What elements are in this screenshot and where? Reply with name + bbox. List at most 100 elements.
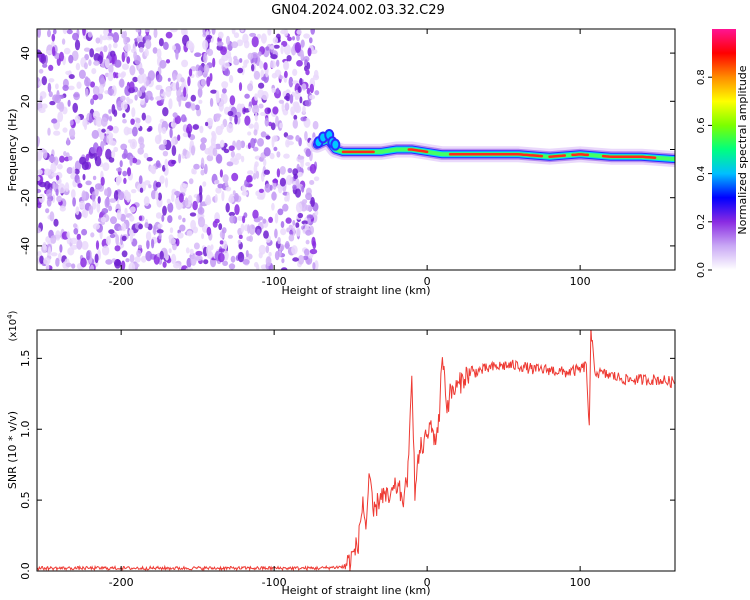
spectrogram-noise-blob — [155, 85, 161, 91]
spectrogram-noise-blob — [100, 176, 105, 186]
spectrogram-noise-blob — [277, 237, 281, 245]
spectrogram-noise-blob — [112, 126, 119, 134]
spectrogram-noise-blob — [209, 72, 213, 82]
spectrogram-noise-blob — [161, 214, 165, 222]
spectrogram-noise-blob — [104, 197, 110, 208]
spectrogram-noise-blob — [121, 222, 127, 232]
spectrogram-noise-blob — [246, 175, 253, 183]
spectrogram-noise-blob — [84, 77, 91, 87]
spectrogram-noise-blob — [184, 197, 189, 207]
spectrogram-noise-blob — [86, 250, 91, 261]
spectrogram-noise-blob — [59, 51, 64, 62]
spectrogram-noise-blob — [263, 147, 271, 157]
spectrogram-noise-blob — [115, 175, 122, 184]
colorbar-tick-label: 0.0 — [696, 262, 707, 278]
spectrogram-noise-blob — [297, 155, 305, 160]
spectrogram-noise-blob — [111, 53, 115, 65]
spectrogram-noise-blob — [172, 242, 177, 251]
spectrogram-noise-blob — [262, 218, 267, 224]
spectrogram-noise-blob — [250, 137, 256, 149]
spectrogram-noise-blob — [237, 239, 241, 245]
spectrogram-noise-blob — [132, 126, 138, 137]
spectrogram-noise-blob — [234, 192, 239, 202]
spectrogram-noise-blob — [104, 188, 108, 196]
spectrogram-noise-blob — [105, 259, 113, 265]
spectrogram-noise-blob — [129, 155, 133, 166]
spectrogram-noise-blob — [53, 130, 61, 136]
spectrogram-noise-blob — [252, 104, 260, 115]
spectrogram-noise-blob — [205, 121, 209, 127]
spectrogram-noise-blob — [264, 183, 272, 193]
spectrogram-noise-blob — [123, 177, 127, 184]
spectrogram-noise-blob — [99, 34, 103, 45]
spectrogram-noise-blob — [189, 248, 194, 256]
spectrogram-noise-blob — [131, 189, 137, 194]
spectrogram-noise-blob — [90, 98, 95, 105]
spectrogram-noise-blob — [74, 39, 81, 51]
spectrogram-noise-blob — [101, 208, 109, 214]
spectrogram-noise-blob — [170, 137, 176, 147]
spectrogram-noise-blob — [260, 112, 266, 116]
spectrogram-noise-blob — [295, 188, 301, 198]
spectrogram-noise-blob — [242, 259, 250, 265]
spectrogram-noise-blob — [54, 94, 62, 104]
spectrogram-noise-blob — [93, 60, 100, 66]
spectrogram-noise-blob — [121, 51, 126, 63]
spectrogram-noise-blob — [259, 60, 264, 69]
spectrogram-noise-blob — [145, 39, 152, 50]
spectrogram-noise-blob — [253, 129, 258, 136]
spectrogram-noise-blob — [39, 95, 43, 104]
spectrogram-noise-blob — [151, 238, 155, 249]
spectrogram-noise-blob — [224, 68, 231, 77]
spectrogram-noise-blob — [105, 35, 114, 41]
snr-x-label: Height of straight line (km) — [281, 584, 430, 597]
spectrogram-noise-blob — [140, 255, 147, 263]
spectrogram-noise-blob — [296, 60, 303, 67]
spectrogram-noise-blob — [103, 135, 107, 146]
spectrogram-noise-blob — [81, 209, 87, 218]
spectrogram-noise-blob — [48, 91, 53, 98]
spectrogram-noise-blob — [181, 29, 186, 36]
spectrogram-noise-blob — [206, 48, 214, 57]
spectrogram-noise-blob — [148, 125, 153, 132]
spectrogram-noise-blob — [254, 93, 258, 101]
spectrogram-noise-blob — [143, 196, 150, 207]
x-tick-label: 100 — [570, 576, 591, 589]
spectrogram-noise-blob — [307, 217, 312, 224]
spectrogram-noise-blob — [247, 83, 254, 92]
spectrogram-noise-blob — [305, 162, 311, 167]
spectrogram-noise-blob — [171, 122, 177, 129]
spectrogram-noise-blob — [71, 263, 76, 269]
spectrogram-noise-blob — [162, 150, 169, 157]
spectrogram-noise-blob — [182, 148, 187, 156]
spectrogram-noise-blob — [99, 132, 105, 141]
spectrogram-noise-blob — [191, 103, 196, 111]
spectrogram-noise-blob — [198, 99, 203, 104]
spectrogram-noise-blob — [276, 87, 280, 95]
spectrogram-noise-blob — [108, 156, 115, 163]
spectrogram-noise-blob — [215, 154, 223, 164]
spectrogram-noise-blob — [196, 194, 200, 204]
snr-x-ticks: -200 -100 0 100 — [109, 330, 591, 589]
y-tick-label: 20 — [19, 94, 32, 108]
spectrogram-noise-blob — [74, 160, 81, 172]
spectrogram-noise-blob — [280, 45, 284, 55]
spectrogram-noise-blob — [165, 31, 173, 39]
spectrogram-noise-blob — [72, 32, 79, 41]
spectrogram-noise-blob — [105, 236, 111, 246]
spectrogram-noise-blob — [292, 68, 298, 76]
spectrogram-noise-blob — [146, 157, 153, 162]
spectrogram-noise-blob — [40, 53, 46, 65]
spectrogram-noise-blob — [138, 244, 142, 249]
spectrogram-noise-blob — [157, 192, 162, 201]
spectrogram-x-ticks: -200 -100 0 100 — [109, 29, 591, 288]
y-tick-label: 0.0 — [19, 562, 32, 580]
spectrogram-noise-blob — [136, 249, 142, 257]
spectrogram-noise-blob — [137, 147, 144, 155]
spectrogram-noise-blob — [265, 135, 271, 140]
spectrogram-noise-blob — [311, 236, 316, 247]
spectrogram-y-ticks: -40 -20 0 20 40 — [19, 46, 675, 255]
spectrogram-noise-blob — [138, 136, 145, 146]
spectrogram-noise-blob — [88, 59, 92, 66]
spectrogram-noise-blob — [203, 52, 208, 64]
